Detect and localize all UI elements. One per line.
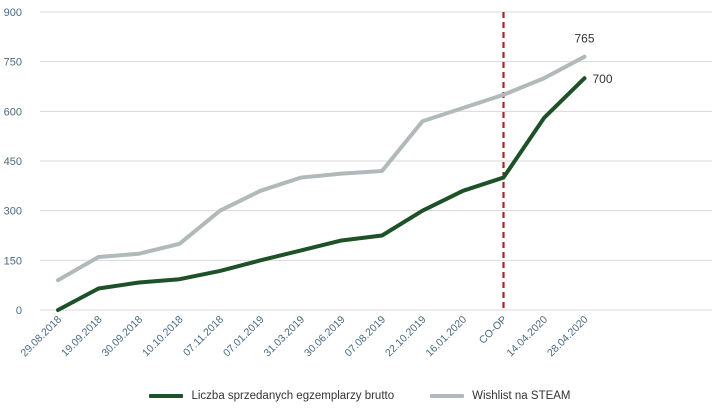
line-chart: 0 150 300 450 600 750 900 29.08.201819.09.2018… bbox=[4, 7, 712, 360]
legend-swatch-sales bbox=[149, 394, 184, 398]
legend-label-wishlist: Wishlist na STEAM bbox=[472, 390, 571, 402]
x-tick-label: 30.09.2018 bbox=[99, 314, 145, 360]
y-tick-label: 900 bbox=[4, 7, 22, 19]
x-axis-ticks: 29.08.201819.09.201830.09.201810.10.2018… bbox=[18, 314, 590, 360]
x-tick-label: 31.03.2019 bbox=[261, 314, 307, 360]
x-tick-label: 14.04.2020 bbox=[504, 314, 550, 360]
legend-item-wishlist: Wishlist na STEAM bbox=[430, 390, 571, 402]
y-tick-label: 300 bbox=[4, 206, 22, 218]
x-tick-label: 07.08.2019 bbox=[342, 314, 388, 360]
x-tick-label: CO-OP bbox=[477, 314, 510, 347]
data-label: 700 bbox=[593, 72, 613, 86]
y-tick-label: 450 bbox=[4, 156, 22, 168]
y-tick-label: 600 bbox=[4, 106, 22, 118]
y-tick-label: 150 bbox=[4, 255, 22, 267]
legend-item-sales: Liczba sprzedanych egzemplarzy brutto bbox=[149, 390, 394, 402]
x-tick-label: 07.11.2018 bbox=[181, 314, 226, 359]
x-tick-label: 10.10.2018 bbox=[140, 314, 186, 360]
data-labels: 700 765 bbox=[575, 32, 613, 87]
y-axis-ticks: 0 150 300 450 600 750 900 bbox=[4, 7, 22, 317]
x-tick-label: 19.09.2018 bbox=[59, 314, 105, 360]
legend: Liczba sprzedanych egzemplarzy brutto Wi… bbox=[0, 384, 720, 408]
series-lines bbox=[56, 54, 587, 312]
legend-label-sales: Liczba sprzedanych egzemplarzy brutto bbox=[191, 390, 395, 402]
y-tick-label: 0 bbox=[16, 305, 22, 317]
x-tick-label: 30.06.2019 bbox=[302, 314, 348, 360]
y-tick-label: 750 bbox=[4, 57, 22, 69]
legend-swatch-wishlist bbox=[430, 394, 465, 398]
x-tick-label: 07.01.2019 bbox=[221, 314, 267, 360]
x-tick-label: 29.08.2018 bbox=[18, 314, 64, 360]
grid-lines bbox=[40, 11, 712, 311]
x-tick-label: 22.10.2019 bbox=[383, 314, 429, 360]
data-label: 765 bbox=[575, 32, 595, 46]
series-line-sales bbox=[56, 76, 587, 312]
series-line-wishlist bbox=[56, 54, 587, 283]
x-tick-label: 28.04.2020 bbox=[545, 314, 591, 360]
x-tick-label: 16.01.2020 bbox=[423, 314, 469, 360]
